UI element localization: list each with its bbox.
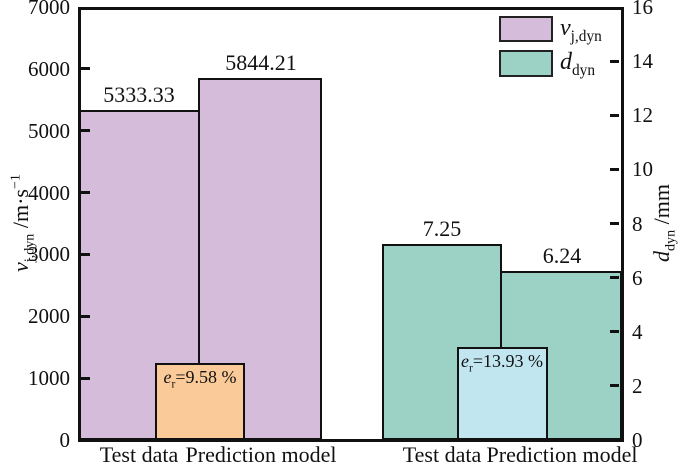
- right-axis-tick-label-16: 16: [632, 0, 653, 19]
- right-axis-tick-14: [610, 59, 619, 63]
- error-value-ddyn: =13.93 %: [472, 351, 543, 372]
- legend-label-ddyn-var: d: [560, 49, 572, 75]
- right-axis-tick-6: [610, 276, 619, 280]
- left-axis-tick-4000: [81, 191, 90, 195]
- right-axis-tick-label-6: 6: [632, 265, 643, 290]
- left-axis-tick-label-5000: 5000: [28, 118, 70, 143]
- bar-value-label-ddyn-1: 6.24: [542, 243, 582, 269]
- right-axis-tick-12: [610, 113, 619, 117]
- right-axis-tick-label-14: 14: [632, 49, 653, 74]
- right-axis-tick-10: [610, 167, 619, 171]
- left-axis-tick-label-3000: 3000: [28, 242, 70, 267]
- left-axis-tick-label-1000: 1000: [28, 366, 70, 391]
- right-axis-tick-label-4: 4: [632, 319, 643, 344]
- left-axis-tick-label-4000: 4000: [28, 180, 70, 205]
- left-axis-tick-label-6000: 6000: [28, 56, 70, 81]
- right-axis-tick-label-0: 0: [632, 428, 643, 452]
- legend-label-vjdyn: vj,dyn: [560, 12, 602, 45]
- right-axis-tick-8: [610, 222, 619, 225]
- error-sub-ddyn: r: [469, 362, 473, 375]
- right-axis-tick-label-10: 10: [632, 157, 653, 182]
- legend-label-ddyn: ddyn: [560, 46, 596, 79]
- left-axis-tick-3000: [81, 252, 90, 256]
- left-axis-tick-label-0: 0: [59, 428, 71, 452]
- error-var-ddyn: e: [461, 351, 469, 372]
- right-axis-tick-4: [610, 330, 619, 334]
- x-category-label-vjdyn-prediction-model: Prediction model: [185, 442, 337, 467]
- right-axis-title-var: d: [648, 250, 674, 262]
- error-sub-vjdyn: r: [171, 378, 176, 391]
- bar-value-label-vjdyn-1: 5844.21: [225, 50, 297, 76]
- legend-label-vjdyn-var: v: [560, 15, 571, 41]
- error-box-ddyn: er=13.93 %: [456, 347, 548, 440]
- left-axis-tick-label-2000: 2000: [28, 304, 70, 329]
- bar-value-label-vjdyn-0: 5333.33: [103, 82, 175, 108]
- legend-swatch-ddyn: [499, 50, 553, 77]
- legend-label-ddyn-sub: dyn: [572, 61, 596, 79]
- error-value-vjdyn: =9.58 %: [175, 367, 237, 388]
- left-axis-tick-2000: [81, 314, 90, 318]
- right-axis-tick-label-8: 8: [632, 211, 643, 236]
- left-axis-tick-1000: [81, 376, 90, 380]
- x-category-label-vjdyn-test-data: Test data: [99, 442, 179, 467]
- left-axis-tick-5000: [81, 129, 90, 133]
- right-axis-tick-label-2: 2: [632, 373, 643, 398]
- error-box-vjdyn: er=9.58 %: [155, 363, 245, 440]
- x-category-label-ddyn-prediction-model: Prediction model: [486, 442, 638, 467]
- legend-label-vjdyn-sub: j,dyn: [570, 27, 602, 45]
- bar-value-label-ddyn-0: 7.25: [422, 215, 462, 241]
- right-axis-tick-label-12: 12: [632, 103, 653, 128]
- legend-swatch-vjdyn: [499, 16, 553, 42]
- x-category-label-ddyn-test-data: Test data: [402, 442, 482, 467]
- left-axis-tick-6000: [81, 67, 90, 71]
- right-axis-tick-2: [610, 384, 619, 388]
- error-var-vjdyn: e: [163, 367, 172, 388]
- left-axis-tick-label-7000: 7000: [28, 0, 70, 19]
